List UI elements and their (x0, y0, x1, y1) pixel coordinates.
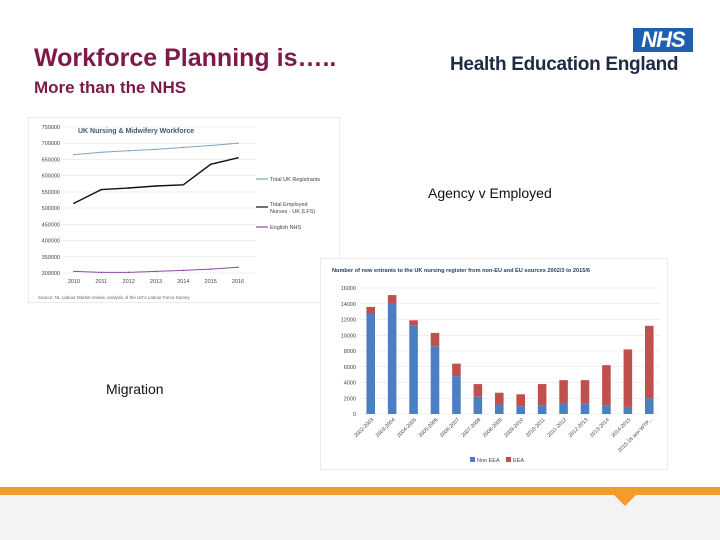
chart-frame (320, 258, 668, 470)
nhs-logo: NHS (633, 28, 693, 52)
data-point (182, 183, 185, 186)
x-tick-label: 2012 (123, 279, 135, 285)
data-point (182, 269, 185, 272)
data-point (155, 185, 157, 187)
data-point (127, 187, 130, 189)
bar-segment (366, 306, 375, 314)
data-point (100, 188, 103, 191)
x-tick-label: 2015 (205, 279, 217, 285)
y-tick-label: 0 (353, 412, 356, 418)
bar-segment (559, 380, 568, 403)
y-tick-label: 400000 (42, 239, 60, 245)
bar-segment (387, 302, 397, 414)
bar-segment (409, 325, 418, 414)
bar-segment (516, 406, 525, 414)
slide-title: Workforce Planning is….. (34, 44, 337, 72)
y-tick-label: 500000 (42, 206, 60, 212)
x-tick-label: 2011 (95, 279, 107, 285)
workforce-line-chart: UK Nursing & Midwifery Workforce 300000 35… (28, 117, 340, 303)
bar-segment (452, 363, 461, 377)
bar-segment (559, 402, 568, 414)
y-tick-label: 8000 (344, 349, 356, 355)
y-tick-label: 550000 (42, 190, 60, 196)
y-tick-label: 14000 (341, 302, 356, 308)
bar-segment (537, 405, 547, 414)
y-tick-label: 10000 (341, 333, 356, 339)
y-tick-label: 750000 (42, 125, 60, 131)
x-tick-label: 2016 (232, 279, 244, 285)
legend-swatch (470, 457, 475, 462)
y-tick-label: 4000 (344, 381, 356, 387)
bar-segment (495, 392, 504, 405)
data-point (209, 268, 212, 270)
chart-title: UK Nursing & Midwifery Workforce (78, 128, 194, 135)
data-point (209, 144, 212, 147)
bar-segment (430, 346, 440, 414)
data-point (237, 266, 239, 268)
slide-subtitle: More than the NHS (34, 78, 187, 97)
y-tick-label: 300000 (42, 271, 60, 277)
bar-segment (602, 365, 611, 406)
data-point (155, 148, 157, 151)
bar-segment (645, 325, 654, 399)
data-point (209, 163, 212, 166)
data-point (100, 151, 103, 154)
legend-label: Total Employed (270, 202, 308, 208)
bar-segment (409, 320, 418, 326)
legend-swatch (506, 457, 511, 462)
y-tick-label: 2000 (344, 396, 356, 402)
bar-segment (495, 404, 504, 414)
y-tick-label: 6000 (344, 365, 356, 371)
legend-label: Total UK Registrants (270, 177, 320, 183)
y-tick-label: 700000 (42, 141, 60, 147)
data-point (182, 146, 185, 149)
data-point (237, 157, 239, 159)
data-point (100, 271, 103, 274)
bar-segment (623, 349, 633, 407)
x-tick-label: 2010 (68, 279, 80, 285)
data-point (73, 270, 75, 273)
x-tick-label: 2014 (177, 279, 189, 285)
migration-label: Migration (106, 381, 164, 397)
bar-segment (623, 406, 633, 414)
bar-segment (580, 380, 590, 404)
legend-label: English NHS (270, 225, 302, 231)
migration-bar-chart: Number of new entrants to the UK nursing… (320, 258, 668, 470)
y-tick-label: 650000 (42, 157, 60, 163)
data-point (127, 149, 130, 152)
data-point (155, 270, 157, 273)
bar-segment (537, 384, 547, 406)
y-tick-label: 600000 (42, 174, 60, 180)
bar-segment (645, 398, 654, 414)
chart-source: Source: NL Labour Market review, analysi… (38, 295, 191, 300)
data-point (73, 153, 75, 156)
footer-bar (0, 487, 720, 495)
bar-segment (452, 376, 461, 414)
legend-label: EEA (513, 458, 524, 464)
data-point (127, 271, 130, 274)
org-name: Health Education England (450, 54, 679, 75)
agency-label: Agency v Employed (428, 185, 552, 201)
legend-label: Nurses - UK (LFS) (270, 209, 315, 215)
bar-segment (473, 384, 483, 397)
bar-segment (430, 332, 440, 347)
y-tick-label: 16000 (341, 286, 356, 292)
y-tick-label: 350000 (42, 255, 60, 261)
footer-area (0, 495, 720, 540)
bar-segment (387, 295, 397, 303)
y-tick-label: 12000 (341, 318, 356, 324)
data-point (73, 202, 75, 205)
bar-segment (366, 313, 375, 414)
chart-title: Number of new entrants to the UK nursing… (332, 268, 590, 274)
footer-notch (614, 495, 636, 506)
data-point (237, 142, 239, 145)
bar-segment (473, 396, 483, 414)
bar-segment (602, 405, 611, 414)
bar-segment (516, 394, 525, 407)
x-tick-label: 2013 (150, 279, 162, 285)
bar-segment (580, 403, 590, 414)
legend-label: Non EEA (477, 458, 500, 464)
y-tick-label: 450000 (42, 222, 60, 228)
